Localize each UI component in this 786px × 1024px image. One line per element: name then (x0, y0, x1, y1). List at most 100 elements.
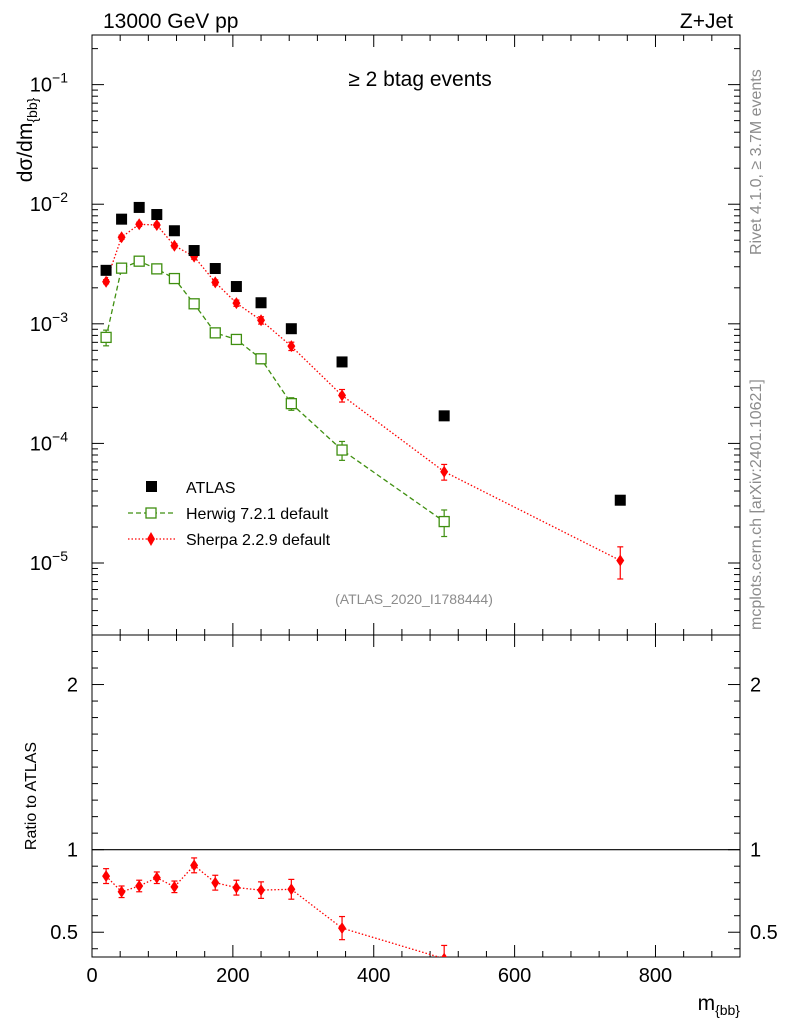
ratio-sherpa-point (102, 870, 111, 883)
ratio-sherpa-point (338, 922, 347, 935)
rivet-label: Rivet 4.1.0, ≥ 3.7M events (748, 69, 765, 255)
ratio-data-marks (102, 857, 448, 957)
svg-text:m{bb}: m{bb} (698, 992, 741, 1018)
ratio-sherpa-point (190, 859, 199, 872)
main-y-tick-exp: −3 (52, 309, 68, 325)
selection-label: ≥ 2 btag events (348, 68, 491, 91)
herwig-point (209, 327, 221, 339)
atlas-point (133, 201, 145, 213)
main-y-tick-exp: −5 (52, 548, 68, 564)
atlas-point (614, 494, 626, 506)
ratio-sherpa-point (287, 883, 296, 896)
main-y-label-text: dσ/dm (14, 123, 37, 183)
ratio-series-lines (105, 864, 441, 957)
sherpa-point (190, 250, 199, 263)
atlas-point (438, 410, 450, 422)
ratio-axis-ticks: 0 200 400 600 800 0.5 0.5 1 1 2 2 (50, 634, 778, 987)
legend-herwig-marker (145, 507, 157, 519)
atlas-point (116, 213, 128, 225)
ratio-sherpa-point (135, 879, 144, 892)
atlas-point (285, 323, 297, 335)
main-series-lines (105, 223, 621, 562)
herwig-point (168, 272, 181, 285)
sherpa-point (287, 340, 296, 353)
mcplots-label: mcplots.cern.ch [arXiv:2401.10621] (748, 379, 765, 630)
ratio-y-tick-label-right: 1 (750, 840, 761, 862)
atlas-point (100, 264, 112, 276)
main-y-tick-label: 10−2 (30, 189, 68, 216)
main-y-label-sub: {bb} (24, 97, 40, 122)
atlas-point (209, 263, 221, 275)
herwig-point (230, 333, 243, 346)
ratio-y-tick-label-right: 2 (750, 675, 761, 697)
ratio-sherpa-point (257, 884, 266, 897)
header-energy-label: 13000 GeV pp (103, 10, 238, 33)
atlas-point (230, 281, 242, 293)
main-y-tick-base: 10 (30, 194, 52, 216)
main-y-tick-exp: −2 (52, 189, 68, 205)
sherpa-point (440, 465, 449, 478)
ratio-sherpa-point (117, 885, 126, 898)
main-y-tick-label: 10−5 (30, 548, 68, 575)
herwig-point (100, 331, 112, 344)
legend: ATLAS Herwig 7.2.1 default Sherpa 2.2.9 … (128, 480, 331, 549)
atlas-point (255, 297, 267, 309)
x-tick-label: 800 (639, 965, 672, 987)
ratio-y-tick-label: 2 (67, 675, 78, 697)
sherpa-point (257, 314, 266, 327)
main-y-tick-base: 10 (30, 553, 52, 575)
atlas-point (168, 225, 180, 237)
legend-herwig-label: Herwig 7.2.1 default (186, 506, 329, 523)
svg-text:dσ/dm{bb}: dσ/dm{bb} (14, 97, 40, 182)
legend-sherpa-marker (147, 532, 155, 546)
herwig-point (115, 262, 128, 274)
legend-atlas-marker (146, 481, 157, 492)
sherpa-point (211, 276, 220, 289)
x-tick-label: 200 (216, 965, 249, 987)
analysis-id-label: (ATLAS_2020_I1788444) (335, 591, 493, 607)
main-y-tick-label: 10−3 (30, 309, 68, 336)
x-axis-label: m{bb} (698, 992, 741, 1018)
atlas-point (336, 356, 348, 368)
ratio-sherpa-point (211, 876, 220, 889)
ratio-y-tick-label: 0.5 (50, 922, 78, 944)
sherpa-point (152, 219, 161, 232)
x-tick-label: 400 (357, 965, 390, 987)
x-label-text: m (698, 992, 716, 1015)
header-process-label: Z+Jet (680, 10, 733, 33)
ratio-y-tick-label-right: 0.5 (750, 922, 778, 944)
main-y-tick-exp: −1 (52, 70, 68, 86)
herwig-point (188, 298, 200, 310)
x-label-sub: {bb} (715, 1002, 740, 1018)
sherpa-point (338, 389, 347, 402)
ratio-sherpa-line (105, 864, 441, 957)
sherpa-point (117, 231, 126, 244)
main-y-axis-label: dσ/dm{bb} (14, 97, 40, 182)
legend-sherpa-label: Sherpa 2.2.9 default (186, 532, 331, 549)
ratio-y-tick-label: 1 (67, 840, 78, 862)
atlas-point (188, 245, 200, 257)
sherpa-point (102, 275, 111, 288)
main-axis-ticks: 10−510−410−310−210−1 (30, 35, 740, 635)
herwig-line (105, 260, 445, 523)
sherpa-point (616, 554, 625, 567)
herwig-point (151, 263, 163, 275)
main-y-tick-label: 10−1 (30, 70, 68, 97)
main-y-tick-base: 10 (30, 433, 52, 455)
herwig-point (336, 444, 348, 456)
main-y-tick-base: 10 (30, 314, 52, 336)
ratio-plot-frame (91, 634, 741, 958)
x-tick-label: 600 (498, 965, 531, 987)
sherpa-line (105, 223, 621, 562)
ratio-y-axis-label: Ratio to ATLAS (23, 742, 40, 850)
main-y-tick-label: 10−4 (30, 428, 68, 455)
herwig-point (133, 255, 145, 267)
x-tick-label: 0 (86, 965, 97, 987)
ratio-sherpa-point (232, 881, 241, 894)
main-data-marks (100, 201, 626, 580)
sherpa-point (170, 239, 179, 252)
herwig-point (438, 515, 450, 528)
ratio-sherpa-point (152, 871, 161, 884)
herwig-point (285, 397, 297, 410)
